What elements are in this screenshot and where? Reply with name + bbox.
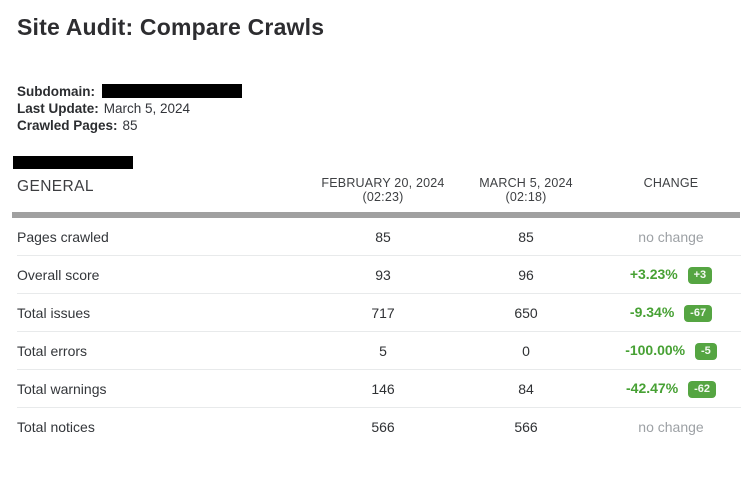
change-cell: no change: [601, 419, 741, 435]
crawl-2-value: 0: [522, 342, 530, 359]
column-header-crawl-1-time: (02:23): [362, 189, 404, 204]
table-row-overall-score: Overall score 93 96 +3.23% +3: [17, 256, 741, 294]
crawl-1-value: 717: [371, 304, 395, 321]
table-row-total-warnings: Total warnings 146 84 -42.47% -62: [17, 370, 741, 408]
table-header-divider: [12, 212, 740, 218]
meta-last-update: Last Update: March 5, 2024: [17, 100, 737, 117]
table-row-total-errors: Total errors 5 0 -100.00% -5: [17, 332, 741, 370]
table-row-total-notices: Total notices 566 566 no change: [17, 408, 741, 446]
crawl-meta-block: Subdomain: Last Update: March 5, 2024 Cra…: [17, 83, 737, 134]
column-header-crawl-1: FEBRUARY 20, 2024 (02:23): [313, 177, 453, 203]
row-label: Total notices: [17, 419, 95, 435]
change-cell: -100.00% -5: [601, 342, 741, 360]
crawl-2-value: 650: [514, 304, 538, 321]
crawl-2-value: 566: [514, 419, 538, 435]
column-header-crawl-2-time: (02:18): [505, 189, 547, 204]
crawl-1-value: 5: [379, 342, 387, 359]
subdomain-redaction-bar: [102, 84, 242, 98]
table-row-total-issues: Total issues 717 650 -9.34% -67: [17, 294, 741, 332]
crawled-pages-label: Crawled Pages:: [17, 118, 118, 133]
meta-crawled-pages: Crawled Pages: 85: [17, 117, 737, 134]
meta-subdomain: Subdomain:: [17, 83, 737, 100]
row-label: Overall score: [17, 266, 100, 283]
change-percent: -9.34%: [629, 303, 675, 320]
change-cell: -9.34% -67: [601, 304, 741, 322]
table-header-row: GENERAL FEBRUARY 20, 2024 (02:23) MARCH …: [17, 177, 741, 203]
change-delta-badge: -5: [695, 342, 717, 360]
change-percent: -100.00%: [625, 341, 686, 358]
column-header-crawl-2-date: MARCH 5, 2024: [479, 176, 573, 190]
change-percent: +3.23%: [629, 265, 678, 282]
column-header-change-label: CHANGE: [643, 176, 699, 190]
row-label: Total errors: [17, 342, 88, 359]
crawl-2-value: 96: [518, 266, 534, 283]
change-cell: no change: [601, 229, 741, 245]
table-row-pages-crawled: Pages crawled 85 85 no change: [17, 218, 741, 256]
column-header-crawl-1-date: FEBRUARY 20, 2024: [321, 176, 445, 190]
crawl-1-value: 93: [375, 266, 391, 283]
page-title: Site Audit: Compare Crawls: [17, 14, 325, 40]
last-update-value: March 5, 2024: [103, 101, 191, 116]
change-cell: +3.23% +3: [601, 266, 741, 284]
project-name-redaction-bar: [13, 156, 133, 169]
crawl-1-value: 146: [371, 380, 395, 397]
row-label: Pages crawled: [17, 228, 109, 245]
crawl-2-value: 84: [518, 380, 534, 397]
crawl-1-value: 566: [371, 419, 395, 435]
row-label: Total warnings: [17, 380, 107, 397]
column-header-crawl-2: MARCH 5, 2024 (02:18): [456, 177, 596, 203]
column-header-change: CHANGE: [601, 177, 741, 190]
row-label: Total issues: [17, 304, 91, 321]
crawled-pages-value: 85: [122, 118, 138, 133]
change-delta-badge: -62: [688, 380, 716, 398]
crawl-2-value: 85: [518, 228, 534, 245]
section-label-general: GENERAL: [17, 178, 94, 195]
change-cell: -42.47% -62: [601, 380, 741, 398]
change-delta-badge: -67: [684, 304, 713, 322]
no-change-text: no change: [638, 419, 704, 435]
subdomain-label: Subdomain:: [17, 84, 95, 99]
change-delta-badge: +3: [687, 266, 713, 284]
comparison-table: Pages crawled 85 85 no change Overall sc…: [17, 218, 741, 446]
crawl-1-value: 85: [375, 228, 391, 245]
last-update-label: Last Update:: [17, 101, 99, 116]
no-change-text: no change: [638, 228, 704, 245]
change-percent: -42.47%: [626, 379, 679, 396]
